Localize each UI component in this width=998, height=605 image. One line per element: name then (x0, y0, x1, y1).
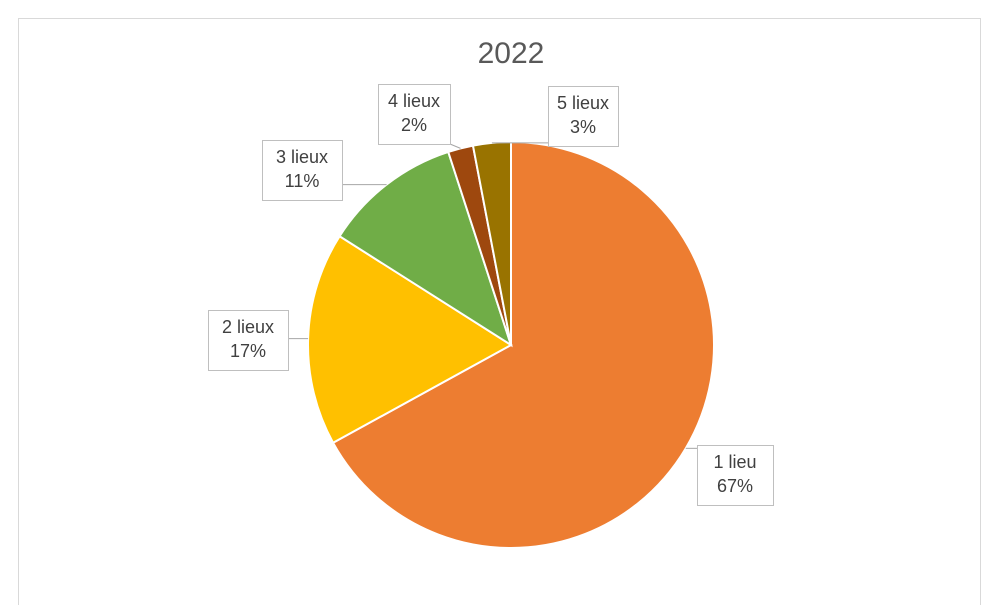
data-label-value: 2% (401, 115, 427, 135)
chart-title: 2022 (478, 37, 545, 70)
label-box (378, 84, 451, 145)
label-box (697, 445, 774, 506)
leader-line (449, 143, 461, 149)
pie-slice (307, 234, 513, 445)
data-label-category: 4 lieux (388, 91, 440, 111)
data-label-category: 5 lieux (557, 93, 609, 113)
data-label-category: 3 lieux (276, 147, 328, 167)
data-label-category: 1 lieu (713, 452, 756, 472)
data-label-value: 67% (717, 476, 753, 496)
label-box (548, 86, 619, 147)
data-label-value: 11% (285, 171, 320, 191)
label-box (208, 310, 289, 371)
data-label-value: 3% (570, 117, 596, 137)
data-label-category: 2 lieux (222, 317, 274, 337)
pie-slice (338, 150, 513, 348)
label-box (262, 140, 343, 201)
data-label-value: 17% (230, 341, 266, 361)
